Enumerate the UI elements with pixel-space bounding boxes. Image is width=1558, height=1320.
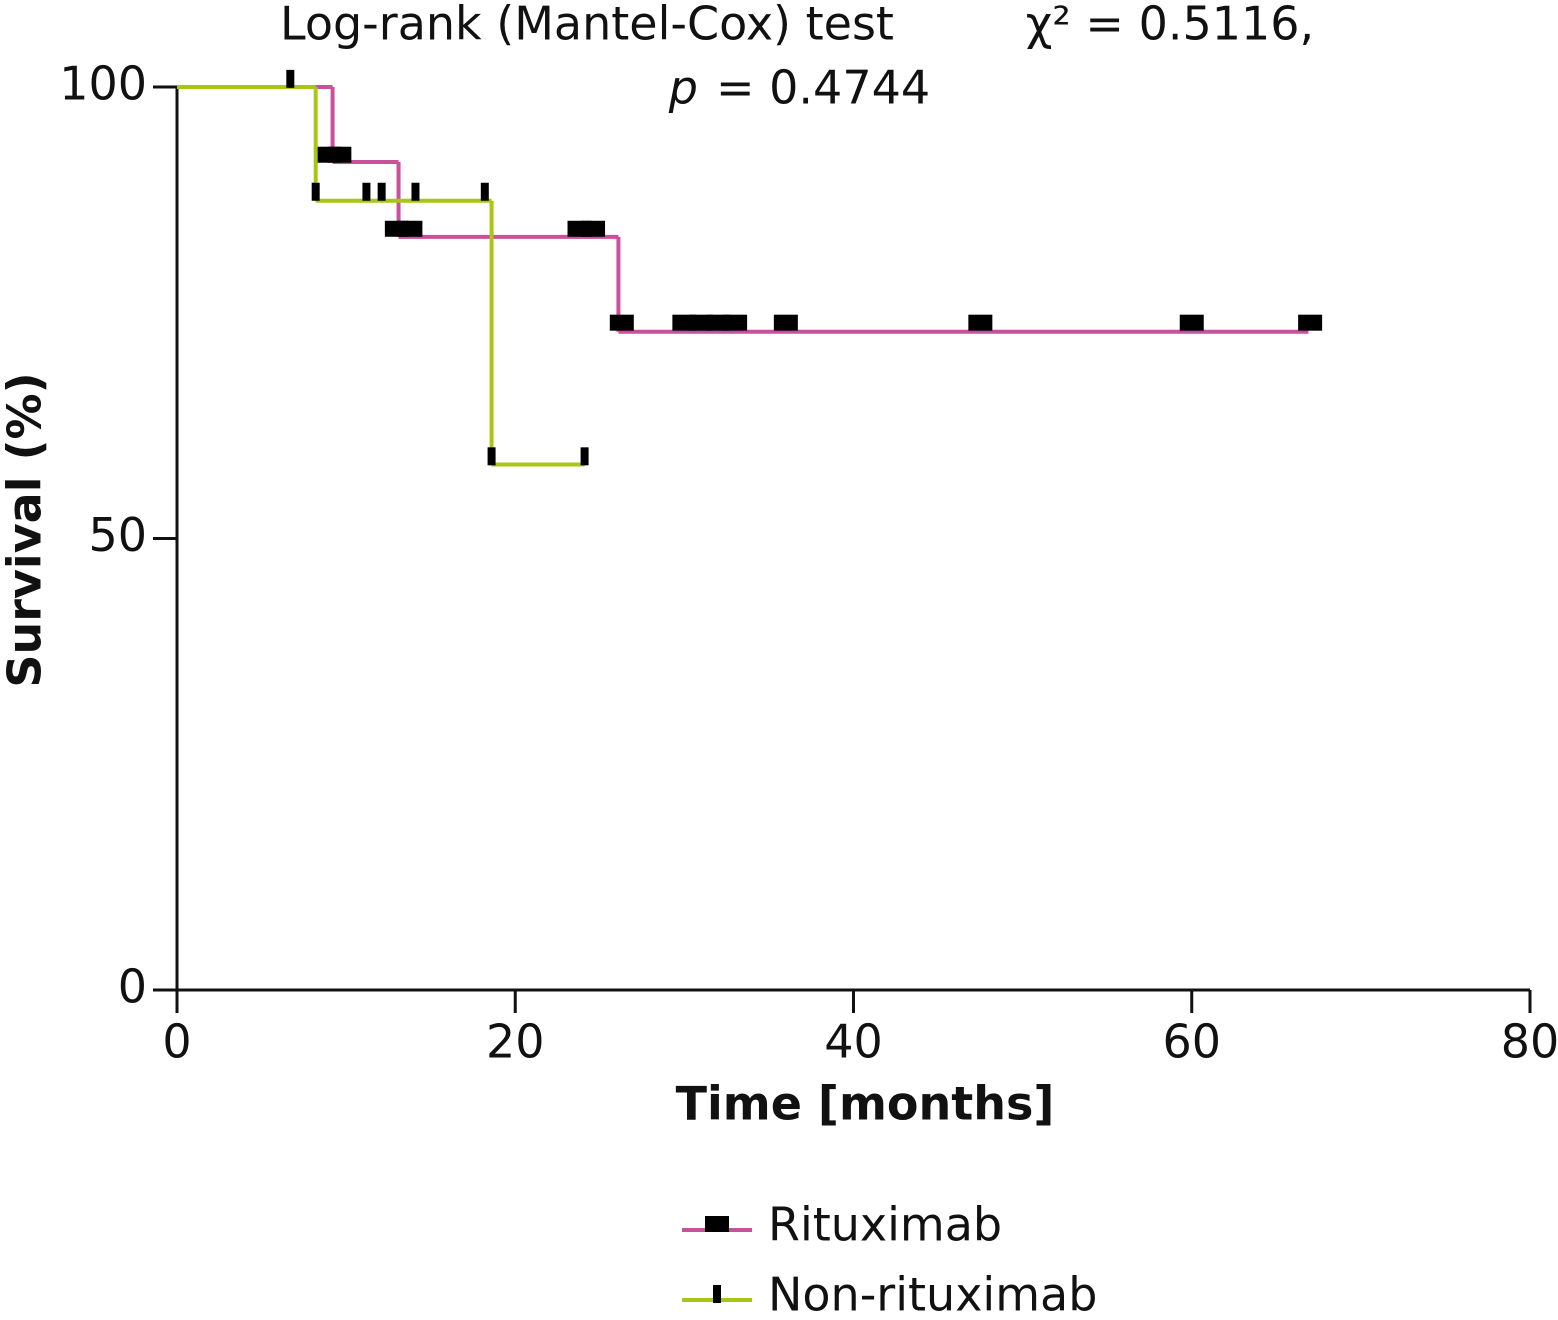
y-tick-label: 0 <box>118 960 147 1014</box>
legend-marker <box>705 1216 729 1232</box>
annotation: p <box>668 61 698 115</box>
censor-mark <box>311 182 320 201</box>
x-tick-label: 20 <box>486 1015 545 1069</box>
x-axis-label: Time [months] <box>676 1077 1055 1131</box>
censor-mark <box>411 182 420 201</box>
legend-label: Non-rituximab <box>768 1268 1097 1320</box>
y-axis-label: Survival (%) <box>0 372 52 687</box>
censor-mark <box>609 314 634 331</box>
x-tick-label: 60 <box>1162 1015 1221 1069</box>
x-tick-label: 40 <box>824 1015 883 1069</box>
legend-marker <box>713 1285 721 1303</box>
censor-mark <box>968 314 993 331</box>
y-tick-label: 100 <box>59 57 147 111</box>
x-tick-label: 80 <box>1501 1015 1558 1069</box>
legend-label: Rituximab <box>768 1198 1002 1252</box>
censor-mark <box>480 182 489 201</box>
annotation: = 0.4744 <box>716 61 930 115</box>
censor-mark <box>377 182 386 201</box>
annotation: χ² = 0.5116, <box>1026 0 1314 51</box>
censor-mark <box>487 447 496 466</box>
y-tick-label: 50 <box>88 508 147 562</box>
censor-mark <box>1298 314 1323 331</box>
annotation: Log-rank (Mantel-Cox) test <box>280 0 894 51</box>
censor-mark <box>286 69 295 88</box>
x-tick-label: 0 <box>162 1015 191 1069</box>
censor-mark <box>398 220 423 237</box>
censor-mark <box>327 146 352 163</box>
censor-mark <box>773 314 798 331</box>
censor-mark <box>362 182 371 201</box>
censor-mark <box>723 314 748 331</box>
censor-mark <box>1179 314 1204 331</box>
censor-mark <box>580 447 589 466</box>
censor-mark <box>581 220 606 237</box>
